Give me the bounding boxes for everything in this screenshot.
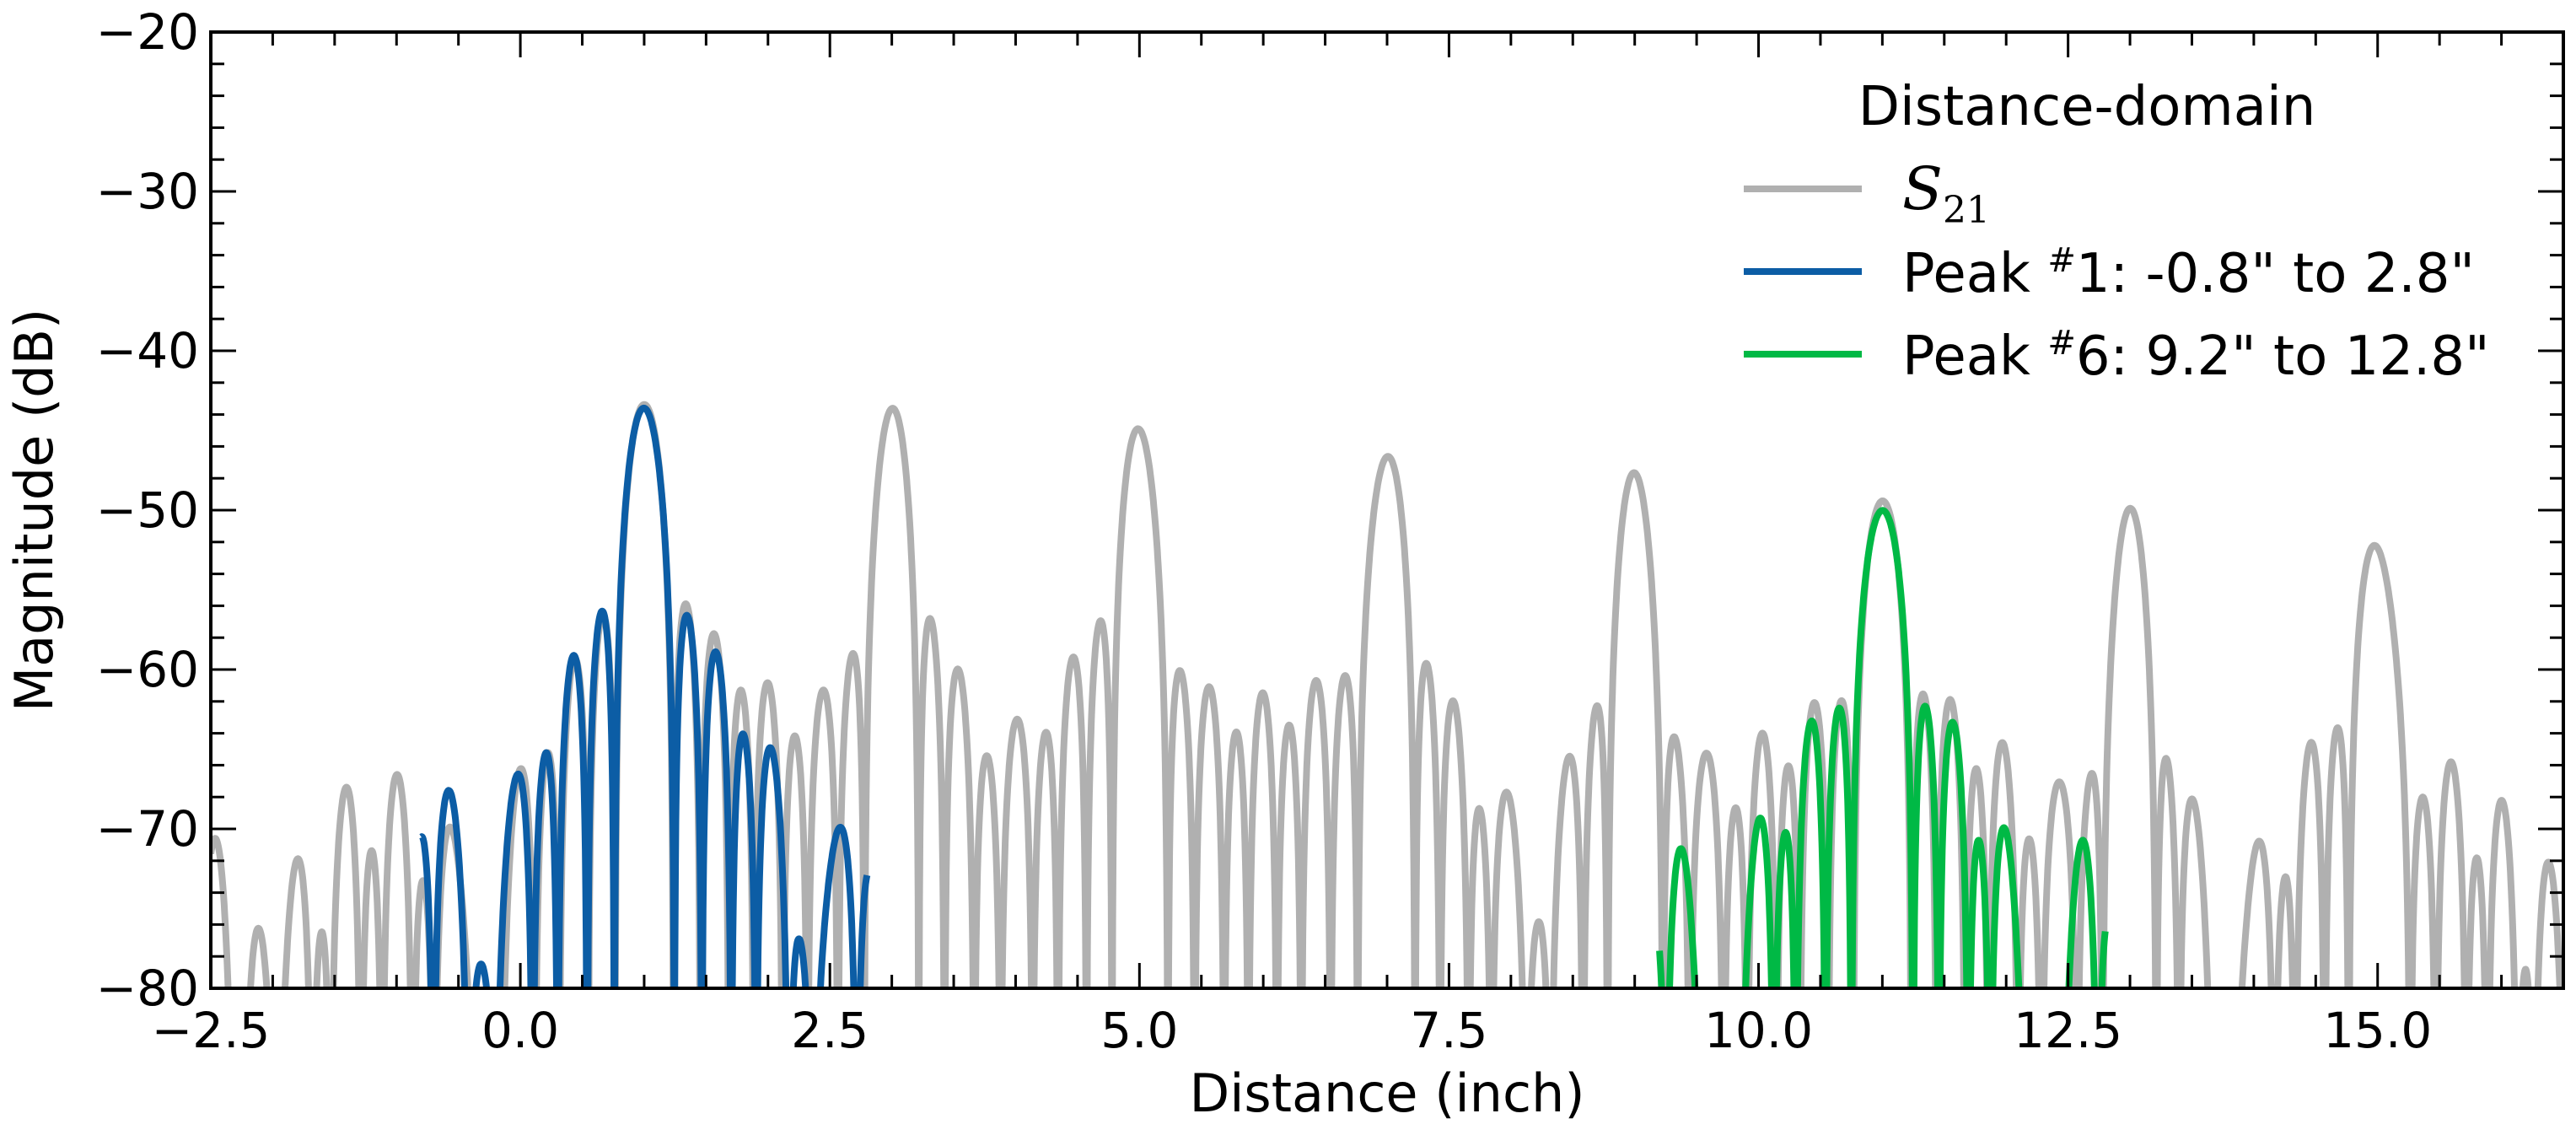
x-tick-label: 10.0	[1704, 1002, 1813, 1059]
axis-ticks	[209, 30, 2565, 990]
plot-lines	[211, 401, 2563, 988]
y-tick-label: −30	[96, 163, 199, 220]
legend-s21-subscript: 21	[1943, 189, 1990, 232]
legend-peak-1-prefix: Peak	[1902, 243, 2047, 305]
x-tick-label: 15.0	[2323, 1002, 2432, 1059]
series-line-peak-1	[418, 404, 871, 988]
legend-peak-6-sup: #	[2047, 324, 2076, 363]
legend-peak-1-label: 1: -0.8" to 2.8"	[2076, 243, 2475, 305]
x-tick-label: 0.0	[481, 1002, 559, 1059]
y-tick-label: −20	[96, 3, 199, 61]
x-tick-label: 5.0	[1100, 1002, 1178, 1059]
legend: Distance-domain S21 Peak #1: -0.8" to 2.…	[1744, 76, 2490, 388]
x-axis-label: Distance (inch)	[1189, 1062, 1584, 1124]
x-tick-label: 7.5	[1410, 1002, 1487, 1059]
y-tick-label: −60	[96, 641, 199, 698]
y-tick-label: −40	[96, 322, 199, 379]
x-tick-labels: −2.5 0.0 2.5 5.0 7.5 10.0 12.5 15.0	[152, 1002, 2433, 1059]
x-tick-label: 12.5	[2014, 1002, 2122, 1059]
legend-peak-6-label: 6: 9.2" to 12.8"	[2076, 325, 2490, 388]
legend-title: Distance-domain	[1858, 76, 2316, 138]
y-tick-label: −50	[96, 481, 199, 539]
y-axis-label: Magnitude (dB)	[3, 309, 65, 712]
legend-peak-1-sup: #	[2047, 241, 2076, 280]
legend-entry-peak-6: Peak #6: 9.2" to 12.8"	[1902, 324, 2490, 388]
x-tick-label: −2.5	[152, 1002, 271, 1059]
y-tick-label: −70	[96, 800, 199, 858]
x-tick-label: 2.5	[791, 1002, 869, 1059]
legend-entry-peak-1: Peak #1: -0.8" to 2.8"	[1902, 241, 2475, 305]
series-line-peak-6	[1656, 507, 2109, 988]
y-tick-label: −80	[96, 960, 199, 1017]
legend-peak-6-prefix: Peak	[1902, 325, 2047, 388]
y-tick-labels: −80 −70 −60 −50 −40 −30 −20	[96, 3, 199, 1017]
legend-entry-s21: S21	[1902, 154, 1990, 232]
legend-s21-symbol: S	[1902, 154, 1943, 223]
